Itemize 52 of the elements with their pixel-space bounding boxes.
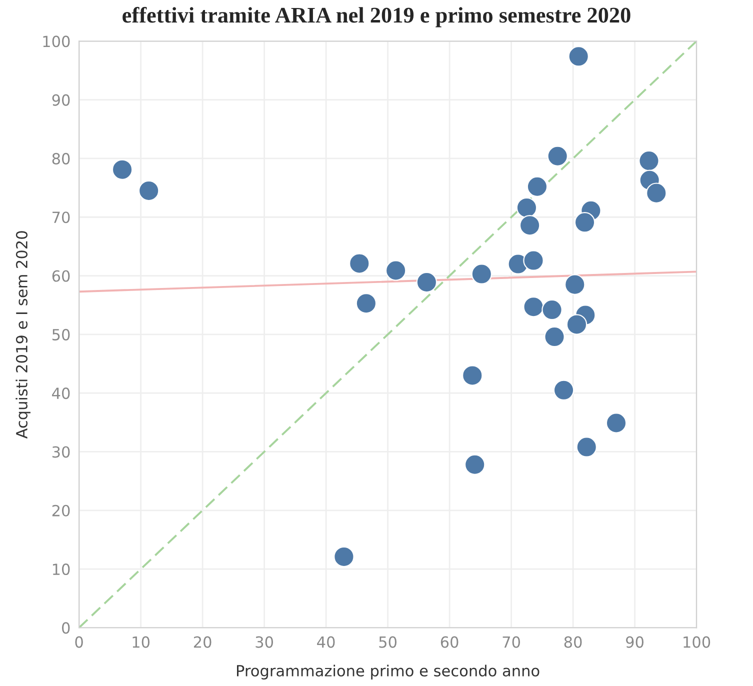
y-tick-label: 10 [52,564,70,576]
x-tick-label: 90 [626,636,644,648]
point [544,326,565,348]
y-tick-label: 30 [52,446,70,458]
point [112,159,133,180]
y-tick-label: 60 [52,270,70,282]
y-tick-label: 100 [43,36,70,48]
point [385,260,406,281]
point [523,250,544,271]
y-tick-label: 90 [52,94,70,106]
point [334,546,354,568]
x-tick-label: 20 [194,636,212,648]
chart-title: effettivi tramite ARIA nel 2019 e primo semestre 2020 [122,6,630,28]
point [462,365,483,386]
point [638,150,660,172]
y-tick-label: 0 [62,622,70,634]
y-tick-label: 50 [52,328,70,340]
x-tick-label: 50 [379,636,396,648]
x-tick-label: 80 [564,636,582,648]
point [523,296,544,318]
point [464,454,486,476]
point [349,253,370,274]
y-tick-label: 70 [52,212,70,224]
point [138,180,160,202]
point [566,314,588,335]
y-tick-label: 20 [52,504,70,516]
point [416,272,438,293]
point [526,176,548,197]
point [356,292,377,314]
y-tick-label: 80 [52,152,70,164]
x-tick-label: 10 [132,636,150,648]
x-tick-label: 40 [317,636,335,648]
point [547,146,568,166]
point [471,264,492,284]
point [646,182,667,204]
point [542,299,562,320]
point [606,412,627,434]
point [516,197,538,218]
point [568,46,589,67]
x-tick-label: 100 [684,636,710,648]
x-tick-label: 0 [75,636,83,648]
point [519,214,540,236]
point [553,380,574,401]
point [576,436,597,458]
y-axis-title: Acquisti 2019 e I sem 2020 [16,231,30,439]
point [564,274,586,295]
x-tick-label: 70 [502,636,520,648]
y-tick-label: 40 [52,388,70,400]
x-tick-label: 30 [256,636,274,648]
point [574,212,596,233]
x-axis-title: Programmazione primo e secondo anno [237,664,540,680]
x-tick-label: 60 [440,636,458,648]
